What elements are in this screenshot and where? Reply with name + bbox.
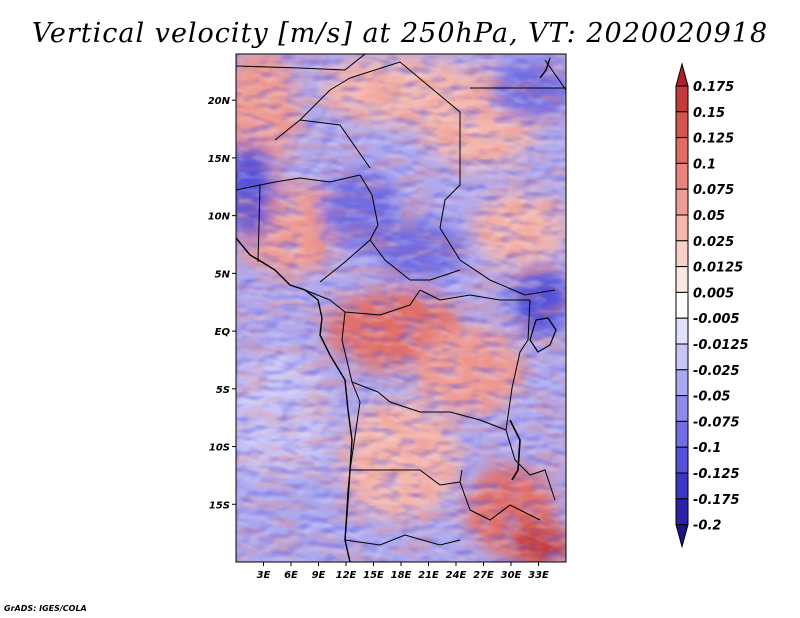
y-axis: 20N 15N 10N 5N EQ 5S 10S 15S: [208, 96, 236, 511]
colorbar-label: 0.15: [693, 106, 725, 121]
x-tick-label: 27E: [473, 570, 494, 581]
colorbar-bin: [675, 85, 689, 113]
colorbar-label: -0.005: [693, 312, 740, 327]
coastline: [236, 57, 557, 562]
colorbar-bin: [675, 111, 689, 139]
map-plot-area: [236, 54, 566, 562]
y-tick-label: EQ: [215, 327, 231, 338]
colorbar-label: -0.125: [693, 467, 740, 482]
y-tick-label: 10N: [208, 212, 231, 223]
x-tick-label: 9E: [312, 570, 326, 581]
colorbar-bin: [675, 214, 689, 242]
chart-title: Vertical velocity [m/s] at 250hPa, VT: 2…: [32, 18, 768, 49]
field-texture-white: [239, 59, 566, 562]
colorbar: 0.175 0.15 0.125 0.1 0.075 0.05 0.025 0.0125 0.0…: [675, 62, 749, 549]
colorbar-label: -0.0125: [693, 338, 749, 353]
y-tick-label: 20N: [208, 96, 231, 107]
colorbar-bin: [675, 137, 689, 164]
colorbar-label: -0.2: [693, 519, 721, 534]
y-tick-label: 10S: [209, 443, 230, 454]
x-tick-label: 21E: [418, 570, 439, 581]
colorbar-bin: [675, 369, 689, 397]
colorbar-label: 0.1: [693, 157, 716, 172]
colorbar-bin: [675, 291, 689, 319]
colorbar-bin: [675, 472, 689, 500]
colorbar-label: 0.05: [693, 209, 725, 224]
y-tick-label: 15N: [208, 154, 231, 165]
colorbar-bin: [675, 343, 689, 371]
colorbar-label: -0.075: [693, 415, 740, 430]
colorbar-bin: [675, 498, 689, 526]
colorbar-bin: [675, 420, 689, 448]
y-tick-label: 15S: [209, 500, 230, 511]
colorbar-label: -0.05: [693, 390, 730, 405]
colorbar-label: 0.125: [693, 132, 734, 147]
colorbar-bin: [675, 317, 689, 345]
x-tick-label: 12E: [336, 570, 357, 581]
colorbar-bin: [675, 266, 689, 293]
colorbar-bin: [675, 395, 689, 422]
colorbar-bin: [675, 446, 689, 474]
colorbar-bin: [675, 62, 689, 87]
colorbar-label: 0.0125: [693, 261, 743, 276]
colorbar-label: 0.075: [693, 183, 734, 198]
colorbar-label: -0.175: [693, 493, 740, 508]
country-borders: [236, 54, 566, 546]
colorbar-label: -0.1: [693, 441, 721, 456]
x-tick-label: 30E: [501, 570, 522, 581]
colorbar-bin: [675, 524, 689, 549]
x-axis: 3E 6E 9E 12E 15E 18E 21E 24E 27E 30E 33E: [257, 562, 549, 581]
y-tick-label: 5S: [216, 385, 230, 396]
x-tick-label: 15E: [363, 570, 384, 581]
colorbar-label: 0.175: [693, 80, 734, 95]
colorbar-label: -0.025: [693, 364, 740, 379]
colorbar-label: 0.005: [693, 286, 734, 301]
x-tick-label: 3E: [257, 570, 271, 581]
colorbar-bin: [675, 188, 689, 216]
colorbar-label: 0.025: [693, 235, 734, 250]
x-tick-label: 18E: [391, 570, 412, 581]
y-tick-label: 5N: [215, 269, 231, 280]
x-tick-label: 24E: [446, 570, 467, 581]
x-tick-label: 6E: [284, 570, 298, 581]
colorbar-bin: [675, 240, 689, 268]
credit-text: GrADS: IGES/COLA: [4, 604, 87, 613]
colorbar-bin: [675, 162, 689, 190]
x-tick-label: 33E: [528, 570, 549, 581]
